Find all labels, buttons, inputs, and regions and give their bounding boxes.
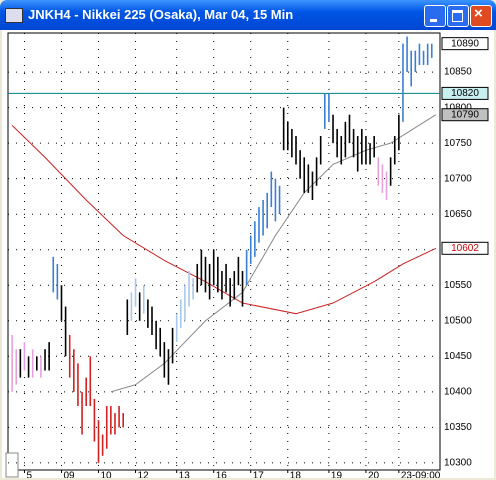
price-marker: [441, 86, 489, 100]
x-tick-label: 10: [101, 471, 113, 478]
y-tick-label: 10650: [444, 209, 472, 220]
x-tick-label: 23-09:00: [401, 471, 441, 478]
maximize-button[interactable]: [447, 5, 469, 27]
app-icon: [5, 8, 23, 23]
y-tick-label: 10350: [444, 422, 472, 433]
close-button[interactable]: ×: [470, 5, 492, 27]
scroll-box[interactable]: [5, 452, 19, 478]
x-tick-label: 09: [63, 471, 75, 478]
y-tick-label: 10800: [444, 102, 472, 113]
moving-average: [11, 125, 437, 315]
title-bar: JNKH4 - Nikkei 225 (Osaka), Mar 04, 15 M…: [0, 0, 496, 30]
price-marker: [441, 37, 489, 51]
minimize-button[interactable]: [424, 5, 446, 27]
chart: 1030010350104001045010500105501060010650…: [2, 30, 494, 478]
price-marker-label: 10790: [451, 109, 479, 120]
plot-frame: [7, 32, 441, 471]
x-tick-label: 16: [216, 471, 228, 478]
price-marker: [441, 108, 489, 122]
y-tick-label: 10750: [444, 138, 472, 149]
y-tick-label: 10400: [444, 386, 472, 397]
y-tick-label: 10700: [444, 173, 472, 184]
price-marker-label: 10602: [451, 243, 479, 254]
x-tick-label: 18: [290, 471, 302, 478]
x-tick-label: 20: [368, 471, 380, 478]
x-tick-label: 19: [331, 471, 343, 478]
y-tick-label: 10500: [444, 315, 472, 326]
x-tick-label: 13: [179, 471, 191, 478]
y-tick-label: 10550: [444, 280, 472, 291]
y-tick-label: 10850: [444, 67, 472, 78]
y-tick-label: 10300: [444, 458, 472, 469]
window-title: JNKH4 - Nikkei 225 (Osaka), Mar 04, 15 M…: [28, 7, 294, 22]
price-marker-label: 10890: [451, 38, 479, 49]
x-tick-label: 12: [138, 471, 150, 478]
y-tick-label: 10450: [444, 351, 472, 362]
x-tick-label: 5: [26, 471, 32, 478]
x-tick-label: 17: [253, 471, 265, 478]
price-marker-label: 10820: [451, 88, 479, 99]
price-marker: [441, 241, 489, 255]
